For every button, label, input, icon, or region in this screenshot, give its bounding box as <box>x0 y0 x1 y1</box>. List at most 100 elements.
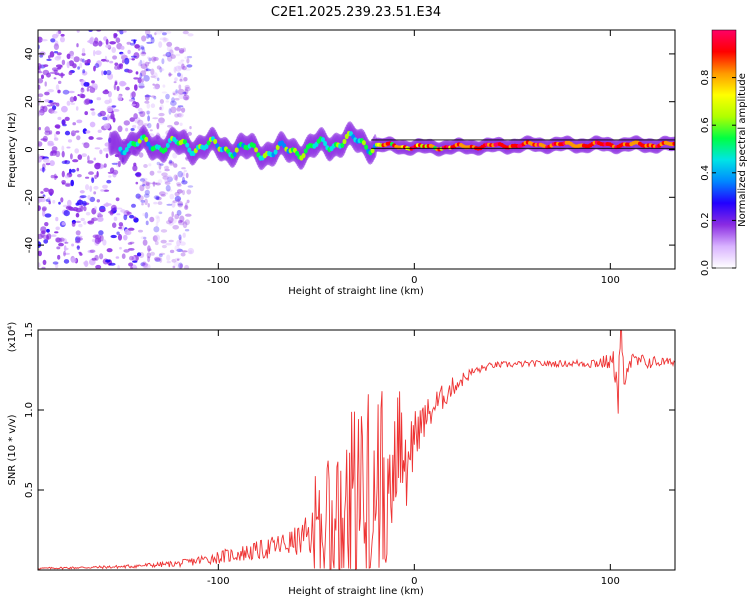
noise-mark <box>91 257 97 261</box>
noise-mark <box>38 63 42 70</box>
noise-mark <box>120 209 126 213</box>
noise-mark <box>171 97 175 103</box>
noise-mark <box>145 220 149 226</box>
noise-mark <box>38 250 42 257</box>
noise-mark <box>123 214 128 221</box>
noise-mark <box>174 97 180 101</box>
noise-mark <box>96 97 102 101</box>
signal-core-mark <box>187 147 192 153</box>
noise-mark <box>70 179 74 187</box>
signal-core-mark <box>370 148 375 154</box>
noise-mark <box>168 108 172 115</box>
noise-mark <box>164 168 170 172</box>
spectrogram-y-label: Frequency (Hz) <box>7 112 18 188</box>
noise-mark <box>42 166 45 173</box>
y-tick-label: -40 <box>24 237 35 253</box>
noise-mark <box>139 178 146 182</box>
noise-mark <box>38 141 43 147</box>
noise-mark <box>119 30 124 35</box>
noise-mark <box>129 241 135 244</box>
noise-mark <box>116 231 120 235</box>
noise-mark <box>174 77 178 82</box>
noise-mark <box>172 265 176 269</box>
noise-mark <box>62 89 70 95</box>
noise-mark <box>77 66 80 70</box>
signal-core-mark <box>234 147 239 153</box>
noise-mark <box>154 240 159 246</box>
noise-mark <box>147 122 152 129</box>
noise-mark <box>125 127 129 132</box>
spectrogram-area <box>38 30 675 269</box>
noise-mark <box>156 161 161 166</box>
noise-mark <box>64 160 71 165</box>
noise-mark <box>172 92 176 96</box>
noise-mark <box>125 211 132 215</box>
noise-mark <box>66 146 71 149</box>
noise-mark <box>165 31 172 34</box>
noise-mark <box>71 168 76 173</box>
noise-mark <box>158 112 165 117</box>
noise-mark <box>38 205 41 211</box>
noise-mark <box>142 261 146 265</box>
noise-mark <box>81 58 85 63</box>
noise-mark <box>114 62 119 66</box>
noise-mark <box>156 196 162 201</box>
noise-mark <box>110 234 117 239</box>
noise-mark <box>163 165 170 170</box>
noise-mark <box>182 171 186 176</box>
noise-mark <box>98 230 104 236</box>
noise-mark <box>117 264 120 269</box>
noise-mark <box>139 72 143 79</box>
noise-mark <box>165 51 172 58</box>
noise-mark <box>69 96 75 103</box>
noise-mark <box>140 177 148 181</box>
noise-mark <box>38 262 41 268</box>
noise-mark <box>109 41 116 45</box>
noise-mark <box>144 94 151 98</box>
noise-mark <box>101 70 104 76</box>
noise-mark <box>189 250 193 254</box>
noise-mark <box>179 263 183 269</box>
noise-mark <box>128 99 135 102</box>
noise-mark <box>187 33 194 37</box>
noise-mark <box>179 122 183 127</box>
noise-mark <box>127 242 133 245</box>
noise-mark <box>90 108 95 111</box>
y-tick-label: 40 <box>24 48 35 61</box>
noise-mark <box>79 62 83 69</box>
noise-mark <box>60 72 64 79</box>
noise-mark <box>60 33 65 37</box>
noise-mark <box>82 69 86 74</box>
noise-mark <box>106 70 112 76</box>
noise-mark <box>182 30 189 35</box>
noise-mark <box>169 161 175 166</box>
noise-mark <box>141 48 146 54</box>
noise-mark <box>49 160 55 167</box>
noise-mark <box>165 93 170 100</box>
noise-mark <box>116 213 121 216</box>
x-tick-label: 100 <box>601 576 620 587</box>
noise-mark <box>138 48 141 51</box>
noise-mark <box>168 160 175 165</box>
noise-mark <box>117 125 123 133</box>
noise-mark <box>41 39 48 42</box>
noise-mark <box>142 180 148 186</box>
noise-mark <box>173 81 177 84</box>
noise-mark <box>70 153 73 160</box>
noise-mark <box>131 58 135 61</box>
noise-mark <box>38 111 41 117</box>
colorbar: 0.0 0.2 0.4 0.6 0.8 Normalized spectral ampl… <box>700 29 748 276</box>
noise-mark <box>166 41 173 47</box>
noise-mark <box>96 137 103 140</box>
noise-mark <box>161 91 168 94</box>
noise-mark <box>112 169 119 175</box>
noise-mark <box>58 80 62 84</box>
signal-core-mark <box>340 142 345 148</box>
noise-mark <box>130 55 137 58</box>
noise-mark <box>61 145 65 152</box>
noise-mark <box>168 73 173 76</box>
noise-mark <box>143 265 149 268</box>
noise-mark <box>184 229 190 232</box>
noise-mark <box>145 30 151 36</box>
noise-mark <box>187 131 192 136</box>
